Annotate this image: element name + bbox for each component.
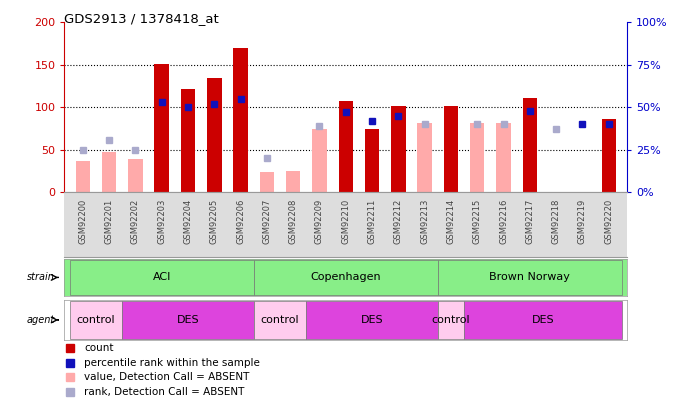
Bar: [438, 301, 464, 339]
Bar: [338, 101, 353, 192]
Text: GSM92219: GSM92219: [578, 199, 587, 244]
Text: DES: DES: [177, 315, 199, 325]
Text: DES: DES: [532, 315, 555, 325]
Text: GSM92205: GSM92205: [210, 199, 219, 244]
Text: control: control: [77, 315, 115, 325]
Text: GSM92202: GSM92202: [131, 199, 140, 244]
Bar: [254, 301, 306, 339]
Text: GSM92208: GSM92208: [289, 199, 298, 244]
Text: GSM92201: GSM92201: [104, 199, 114, 244]
Text: GSM92214: GSM92214: [447, 199, 456, 244]
Text: percentile rank within the sample: percentile rank within the sample: [84, 358, 260, 368]
Bar: [70, 301, 122, 339]
Bar: [233, 48, 248, 192]
Bar: [496, 123, 511, 192]
Bar: [438, 260, 622, 295]
Bar: [443, 107, 458, 192]
Text: count: count: [84, 343, 114, 353]
Bar: [155, 64, 169, 192]
Text: DES: DES: [361, 315, 383, 325]
Bar: [254, 260, 438, 295]
Bar: [391, 107, 405, 192]
Text: value, Detection Call = ABSENT: value, Detection Call = ABSENT: [84, 372, 250, 382]
Text: control: control: [432, 315, 471, 325]
Text: GSM92206: GSM92206: [236, 199, 245, 244]
Bar: [102, 151, 117, 192]
Text: GSM92207: GSM92207: [262, 199, 271, 244]
Bar: [313, 130, 327, 192]
Text: Brown Norway: Brown Norway: [490, 273, 570, 282]
Text: GSM92220: GSM92220: [604, 199, 613, 244]
Text: control: control: [261, 315, 300, 325]
Text: GDS2913 / 1378418_at: GDS2913 / 1378418_at: [64, 12, 219, 25]
Text: strain: strain: [27, 273, 55, 282]
Text: GSM92210: GSM92210: [341, 199, 351, 244]
Text: GSM92215: GSM92215: [473, 199, 482, 244]
Text: GSM92212: GSM92212: [394, 199, 403, 244]
Bar: [207, 78, 222, 192]
Bar: [286, 171, 300, 192]
Bar: [181, 89, 195, 192]
Bar: [470, 124, 485, 192]
Bar: [70, 260, 254, 295]
Text: rank, Detection Call = ABSENT: rank, Detection Call = ABSENT: [84, 387, 245, 396]
Bar: [128, 159, 142, 192]
Text: ACI: ACI: [153, 273, 171, 282]
Bar: [523, 98, 537, 192]
Bar: [75, 161, 90, 192]
Bar: [418, 124, 432, 192]
Text: GSM92209: GSM92209: [315, 199, 324, 244]
Text: GSM92211: GSM92211: [367, 199, 376, 244]
Bar: [260, 172, 274, 192]
Text: GSM92213: GSM92213: [420, 199, 429, 244]
Text: GSM92203: GSM92203: [157, 199, 166, 244]
Text: GSM92200: GSM92200: [79, 199, 87, 244]
Bar: [601, 119, 616, 192]
Bar: [464, 301, 622, 339]
Text: GSM92216: GSM92216: [499, 199, 508, 244]
Text: Copenhagen: Copenhagen: [311, 273, 381, 282]
Text: GSM92217: GSM92217: [525, 199, 534, 244]
Bar: [365, 129, 379, 192]
Text: GSM92204: GSM92204: [184, 199, 193, 244]
Text: agent: agent: [26, 315, 55, 325]
Bar: [122, 301, 254, 339]
Bar: [306, 301, 438, 339]
Text: GSM92218: GSM92218: [552, 199, 561, 244]
